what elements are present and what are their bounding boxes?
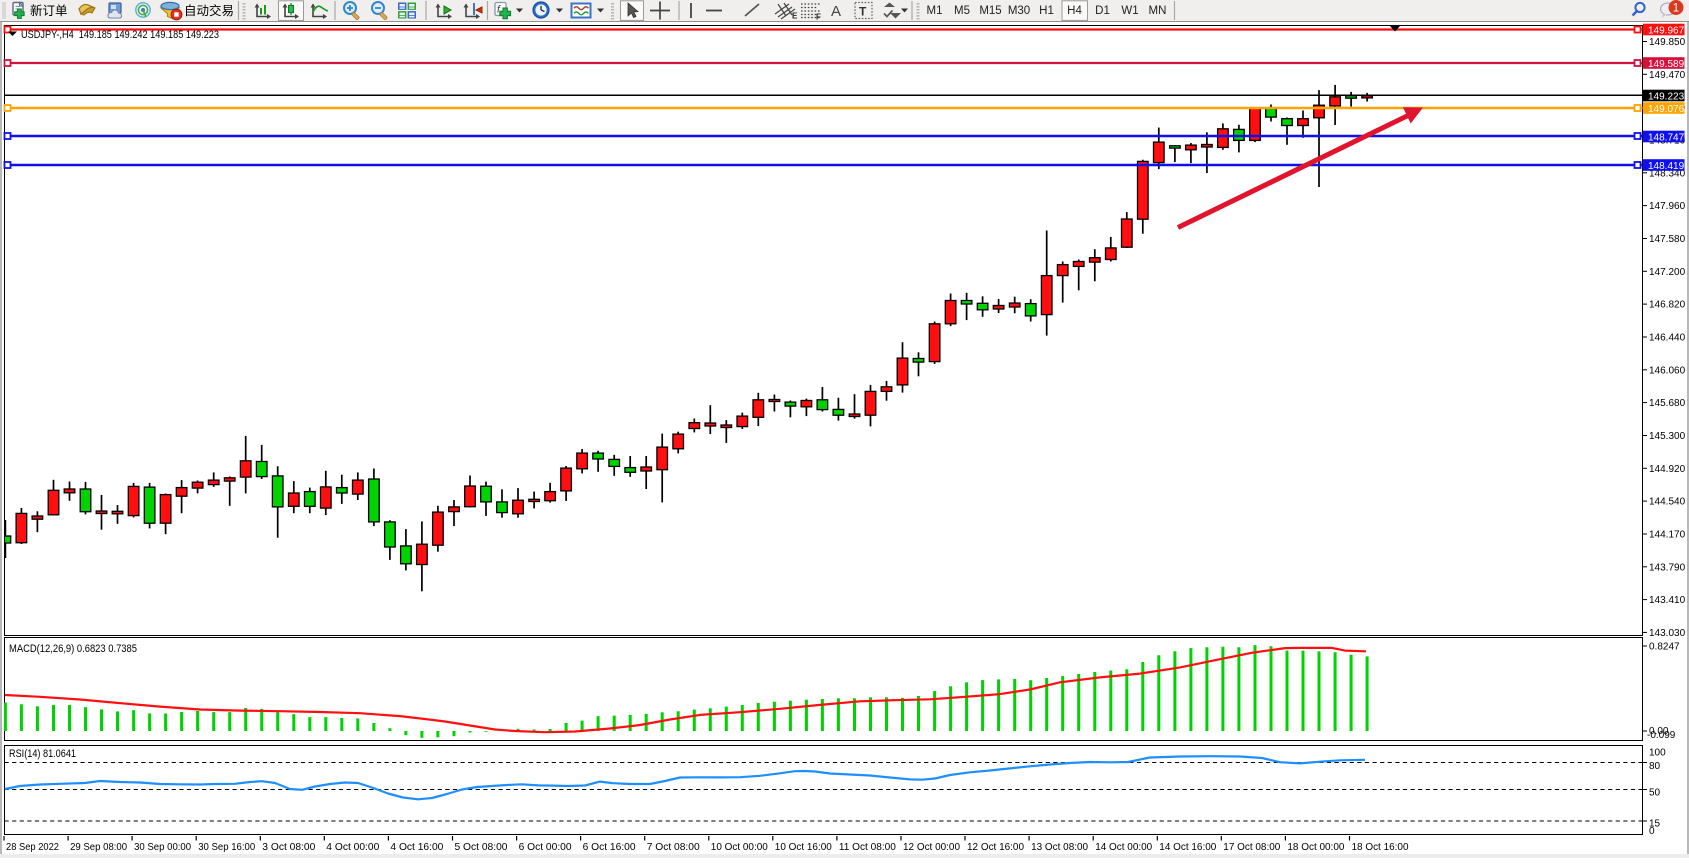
svg-text:148.340: 148.340: [1649, 168, 1686, 179]
svg-text:147.580: 147.580: [1649, 234, 1686, 245]
svg-text:新订单: 新订单: [30, 3, 68, 18]
svg-text:80: 80: [1649, 761, 1661, 772]
svg-text:USDJPY-,H4 149.185 149.242 14: USDJPY-,H4 149.185 149.242 149.185 149.2…: [21, 29, 219, 41]
svg-text:H1: H1: [1039, 5, 1054, 17]
svg-text:144.920: 144.920: [1649, 464, 1686, 475]
svg-text:147.960: 147.960: [1649, 201, 1686, 212]
svg-text:12 Oct 16:00: 12 Oct 16:00: [967, 841, 1024, 853]
svg-text:f: f: [497, 5, 501, 16]
svg-text:M30: M30: [1008, 5, 1030, 17]
svg-text:143.410: 143.410: [1649, 595, 1686, 606]
svg-text:M5: M5: [954, 5, 970, 17]
svg-text:0.00: 0.00: [1649, 726, 1669, 737]
svg-text:146.060: 146.060: [1649, 365, 1686, 376]
svg-text:28 Sep 2022: 28 Sep 2022: [6, 841, 59, 853]
svg-text:D1: D1: [1095, 5, 1110, 17]
svg-text:100: 100: [1649, 747, 1666, 758]
svg-text:149.589: 149.589: [1648, 59, 1685, 70]
svg-text:149.076: 149.076: [1648, 104, 1685, 115]
svg-text:RSI(14) 81.0641: RSI(14) 81.0641: [9, 748, 76, 760]
svg-text:15: 15: [1649, 818, 1661, 829]
svg-text:12 Oct 00:00: 12 Oct 00:00: [903, 841, 960, 853]
svg-text:30 Sep 16:00: 30 Sep 16:00: [198, 841, 255, 853]
svg-text:144.170: 144.170: [1649, 530, 1686, 541]
svg-text:10 Oct 00:00: 10 Oct 00:00: [711, 841, 768, 853]
svg-text:147.200: 147.200: [1649, 267, 1686, 278]
svg-text:148.419: 148.419: [1648, 161, 1685, 172]
svg-text:146.820: 146.820: [1649, 300, 1686, 311]
svg-text:11 Oct 08:00: 11 Oct 08:00: [839, 841, 896, 853]
svg-text:146.440: 146.440: [1649, 333, 1686, 344]
svg-text:H4: H4: [1067, 5, 1082, 17]
svg-text:自动交易: 自动交易: [184, 3, 234, 18]
svg-text:F: F: [816, 13, 821, 22]
svg-text:50: 50: [1649, 787, 1661, 798]
svg-text:7 Oct 08:00: 7 Oct 08:00: [647, 841, 700, 853]
svg-text:14 Oct 16:00: 14 Oct 16:00: [1159, 841, 1216, 853]
svg-text:149.967: 149.967: [1648, 25, 1685, 36]
svg-text:M15: M15: [979, 5, 1001, 17]
svg-text:-0.099: -0.099: [1647, 730, 1676, 741]
svg-text:144.540: 144.540: [1649, 497, 1686, 508]
svg-text:3 Oct 08:00: 3 Oct 08:00: [262, 841, 315, 853]
svg-text:6 Oct 16:00: 6 Oct 16:00: [583, 841, 636, 853]
svg-text:10 Oct 16:00: 10 Oct 16:00: [775, 841, 832, 853]
svg-text:MN: MN: [1149, 5, 1167, 17]
svg-text:30 Sep 00:00: 30 Sep 00:00: [134, 841, 191, 853]
svg-text:149.470: 149.470: [1649, 70, 1686, 81]
svg-text:M1: M1: [927, 5, 943, 17]
svg-text:148.747: 148.747: [1648, 132, 1685, 143]
svg-text:A: A: [831, 3, 841, 20]
svg-text:17 Oct 08:00: 17 Oct 08:00: [1223, 841, 1280, 853]
svg-text:1: 1: [1673, 3, 1679, 15]
svg-text:E: E: [792, 12, 798, 21]
svg-text:0.8247: 0.8247: [1649, 642, 1680, 653]
svg-text:W1: W1: [1121, 5, 1138, 17]
svg-text:4 Oct 00:00: 4 Oct 00:00: [326, 841, 379, 853]
svg-text:T: T: [859, 5, 867, 19]
svg-text:5 Oct 08:00: 5 Oct 08:00: [455, 841, 508, 853]
svg-text:143.790: 143.790: [1649, 562, 1686, 573]
svg-text:0: 0: [1649, 826, 1655, 837]
svg-text:18 Oct 00:00: 18 Oct 00:00: [1287, 841, 1344, 853]
svg-text:149.850: 149.850: [1649, 37, 1686, 48]
svg-text:29 Sep 08:00: 29 Sep 08:00: [70, 841, 127, 853]
svg-text:18 Oct 16:00: 18 Oct 16:00: [1352, 841, 1409, 853]
svg-text:143.030: 143.030: [1649, 628, 1686, 639]
svg-text:14 Oct 00:00: 14 Oct 00:00: [1095, 841, 1152, 853]
svg-text:149.223: 149.223: [1648, 91, 1685, 102]
svg-text:4 Oct 16:00: 4 Oct 16:00: [390, 841, 443, 853]
svg-text:MACD(12,26,9) 0.6823 0.7385: MACD(12,26,9) 0.6823 0.7385: [9, 643, 137, 655]
svg-text:145.300: 145.300: [1649, 431, 1686, 442]
svg-text:145.680: 145.680: [1649, 398, 1686, 409]
svg-text:6 Oct 00:00: 6 Oct 00:00: [519, 841, 572, 853]
svg-text:13 Oct 08:00: 13 Oct 08:00: [1031, 841, 1088, 853]
